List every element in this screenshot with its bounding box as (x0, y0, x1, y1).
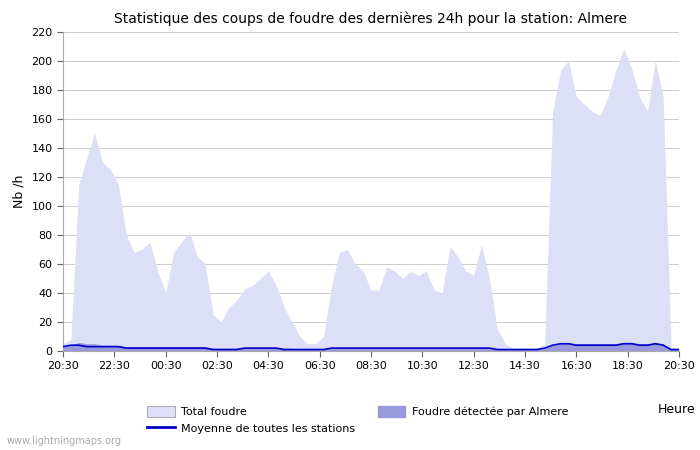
Text: www.lightningmaps.org: www.lightningmaps.org (7, 436, 122, 446)
Y-axis label: Nb /h: Nb /h (13, 175, 26, 208)
Title: Statistique des coups de foudre des dernières 24h pour la station: Almere: Statistique des coups de foudre des dern… (115, 12, 627, 26)
Legend: Total foudre, Moyenne de toutes les stations, Foudre détectée par Almere: Total foudre, Moyenne de toutes les stat… (143, 401, 573, 439)
Text: Heure: Heure (658, 403, 696, 416)
